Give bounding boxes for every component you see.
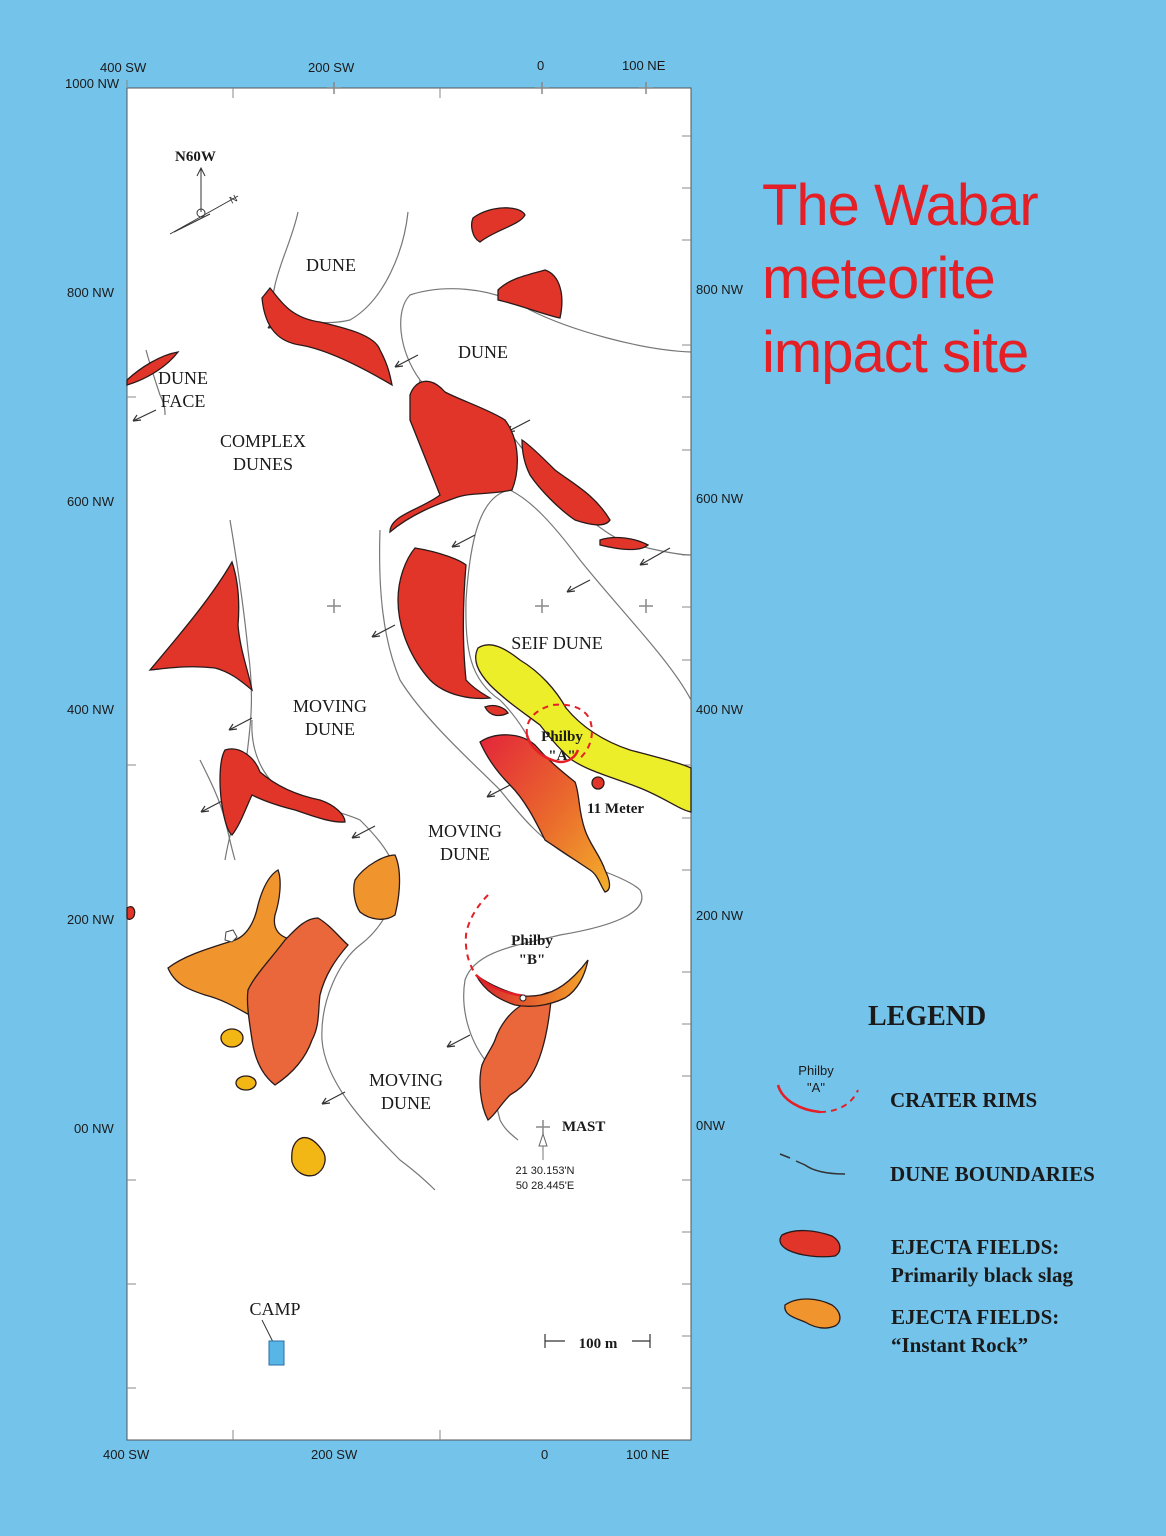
label-scale: 100 m — [579, 1336, 618, 1352]
label-philby-b-1: Philby — [511, 933, 553, 949]
label-11-meter: 11 Meter — [587, 801, 644, 817]
legend-dune-boundaries: DUNE BOUNDARIES — [890, 1162, 1095, 1186]
tick-right-600: 600 NW — [696, 491, 744, 506]
camp-marker — [261, 1319, 285, 1366]
label-camp: CAMP — [249, 1299, 300, 1319]
legend-rock-1: EJECTA FIELDS: — [891, 1305, 1059, 1329]
legend-instant-rock-icon — [784, 1298, 841, 1329]
legend-slag-icon — [779, 1229, 841, 1258]
label-dune-face-1: DUNE — [158, 368, 208, 388]
label-moving-b-1: MOVING — [428, 821, 502, 841]
label-moving-a-2: DUNE — [305, 719, 355, 739]
tick-bottom-400sw: 400 SW — [103, 1447, 150, 1462]
scale-bar — [544, 1334, 651, 1348]
tick-right-800: 800 NW — [696, 282, 744, 297]
title-line-2: meteorite — [762, 246, 995, 311]
tick-top-200sw: 200 SW — [308, 60, 355, 75]
tick-right-0: 0NW — [696, 1118, 726, 1133]
tick-left-800: 800 NW — [67, 285, 115, 300]
tick-bottom-0: 0 — [541, 1447, 548, 1462]
tick-bottom-100ne: 100 NE — [626, 1447, 670, 1462]
map-text-labels: N60W DUNE DUNE DUNE FACE COMPLEX DUNES S… — [158, 149, 644, 1352]
legend-slag-2: Primarily black slag — [891, 1263, 1073, 1287]
label-complex-2: DUNES — [233, 454, 293, 474]
grid-crosses — [327, 82, 653, 613]
tick-right-200: 200 NW — [696, 908, 744, 923]
label-philby-a-1: Philby — [541, 729, 583, 745]
axis-labels: 1000 NW 400 SW 200 SW 0 100 NE 400 SW 20… — [65, 58, 744, 1462]
label-coord-lat: 21 30.153'N — [516, 1165, 575, 1177]
title-line-1: The Wabar — [762, 173, 1038, 238]
ejecta-slag-fields — [126, 207, 650, 920]
legend-crater-rim-icon — [776, 1084, 821, 1114]
legend-title: LEGEND — [868, 1001, 986, 1032]
mast-marker — [536, 1120, 550, 1160]
legend-philby-1: Philby — [798, 1063, 834, 1078]
tick-left-0: 00 NW — [74, 1121, 114, 1136]
compass-icon: N — [169, 166, 240, 235]
tick-top-400sw: 400 SW — [100, 60, 147, 75]
label-seif-dune: SEIF DUNE — [511, 633, 603, 653]
label-mast: MAST — [562, 1119, 605, 1135]
tick-top-0: 0 — [537, 58, 544, 73]
tick-top-100ne: 100 NE — [622, 58, 666, 73]
ejecta-instant-rock-fields — [167, 854, 589, 1177]
tick-left-400: 400 NW — [67, 702, 115, 717]
tick-left-600: 600 NW — [67, 494, 115, 509]
compass-label: N60W — [175, 149, 216, 165]
seif-dune-ejecta — [475, 644, 692, 813]
legend-crater-rim-dash-icon — [819, 1089, 859, 1113]
label-moving-a-1: MOVING — [293, 696, 367, 716]
label-philby-a-2: "A" — [548, 748, 576, 764]
legend-philby-2: "A" — [807, 1080, 825, 1095]
philby-a-ejecta — [479, 734, 611, 893]
label-coord-lon: 50 28.445'E — [516, 1180, 574, 1192]
label-moving-c-2: DUNE — [381, 1093, 431, 1113]
title-line-3: impact site — [762, 320, 1028, 385]
crater-rims — [464, 703, 593, 1002]
legend: LEGEND Philby "A" CRATER RIMS DUNE BOUND… — [776, 1001, 1095, 1357]
label-dune-1: DUNE — [306, 255, 356, 275]
tick-left-200: 200 NW — [67, 912, 115, 927]
label-dune-face-2: FACE — [161, 391, 206, 411]
svg-text:N: N — [228, 193, 240, 206]
tick-1000nw: 1000 NW — [65, 76, 120, 91]
label-moving-c-1: MOVING — [369, 1070, 443, 1090]
legend-rock-2: “Instant Rock” — [891, 1333, 1028, 1357]
label-moving-b-2: DUNE — [440, 844, 490, 864]
label-philby-b-2: "B" — [519, 952, 546, 968]
map-title: The Wabar meteorite impact site — [762, 173, 1039, 385]
legend-crater-rims: CRATER RIMS — [890, 1088, 1037, 1112]
label-complex-1: COMPLEX — [220, 431, 306, 451]
legend-dune-boundary-icon — [779, 1153, 846, 1175]
tick-right-400: 400 NW — [696, 702, 744, 717]
label-dune-2: DUNE — [458, 342, 508, 362]
tick-bottom-200sw: 200 SW — [311, 1447, 358, 1462]
legend-slag-1: EJECTA FIELDS: — [891, 1235, 1059, 1259]
